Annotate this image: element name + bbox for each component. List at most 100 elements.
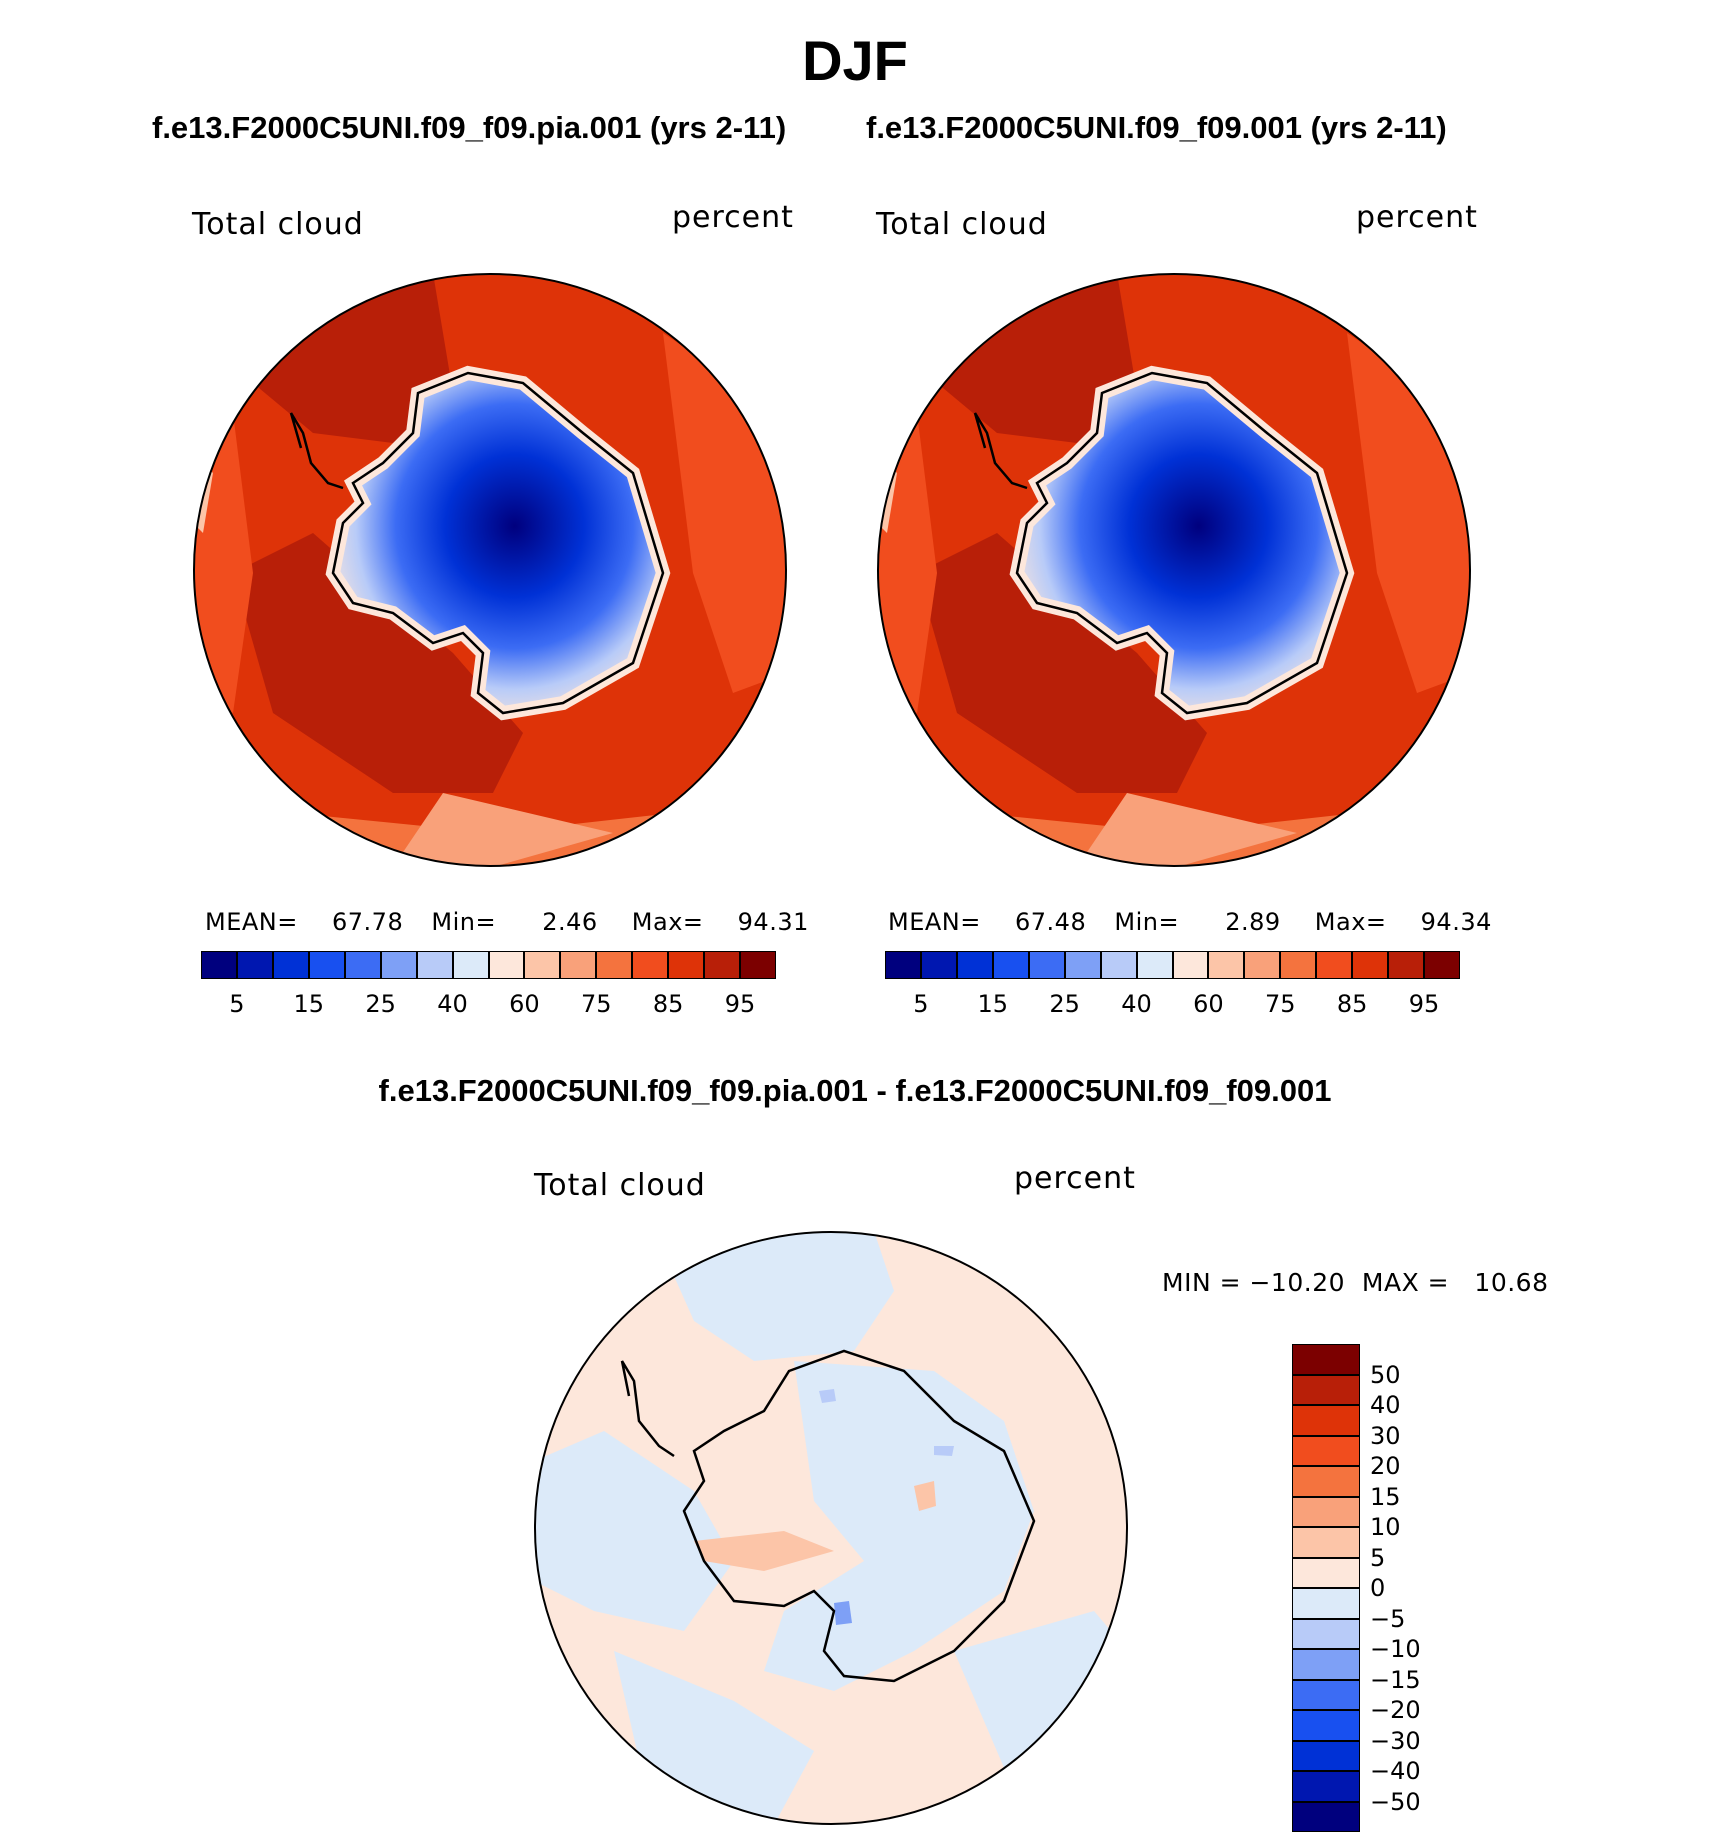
colorbar-swatch <box>1292 1374 1360 1405</box>
variable-label-diff: Total cloud <box>534 1168 706 1203</box>
stats-right: MEAN= 67.48 Min= 2.89 Max= 94.34 <box>888 908 1492 936</box>
colorbar-tick-label: −40 <box>1370 1757 1421 1785</box>
colorbar-swatch <box>380 951 417 979</box>
colorbar-tick-label: 85 <box>652 990 684 1018</box>
colorbar-tick-label: 95 <box>1408 990 1440 1018</box>
colorbar-tick-label: 60 <box>509 990 540 1018</box>
colorbar-tick-label: 10 <box>1370 1513 1401 1541</box>
colorbar-tick-label: −10 <box>1370 1635 1421 1663</box>
units-label-diff: percent <box>1014 1161 1136 1196</box>
colorbar-swatch <box>1292 1405 1360 1436</box>
colorbar-swatch <box>1292 1527 1360 1558</box>
colorbar-tick-label: 5 <box>1370 1543 1386 1572</box>
figure-title: DJF <box>802 29 908 92</box>
colorbar-swatch <box>1292 1588 1360 1619</box>
diff-min-max: MIN = −10.20 MAX = 10.68 <box>1162 1268 1549 1297</box>
mean-label: MEAN= <box>888 908 981 936</box>
colorbar-swatch <box>1292 1740 1360 1771</box>
colorbar-tick-label: 40 <box>437 990 468 1018</box>
colorbar-swatch <box>1100 951 1137 979</box>
colorbar-tick-label: 25 <box>1049 990 1080 1018</box>
colorbar-swatch <box>596 951 633 979</box>
colorbar-tick-label: 5 <box>913 990 929 1018</box>
case-name-right: f.e13.F2000C5UNI.f09_f09.001 (yrs 2-11) <box>866 110 1447 145</box>
colorbar-left <box>201 951 776 979</box>
colorbar-swatch <box>704 951 741 979</box>
colorbar-right <box>885 951 1460 979</box>
min-label: Min= <box>1114 908 1180 936</box>
case-name-left: f.e13.F2000C5UNI.f09_f09.pia.001 (yrs 2-… <box>152 110 787 145</box>
polar-map-difference <box>534 1231 1128 1825</box>
colorbar-tick-label: −20 <box>1370 1696 1421 1724</box>
colorbar-tick-label: 75 <box>1265 990 1296 1018</box>
colorbar-tick-label: 15 <box>293 990 325 1018</box>
colorbar-swatch <box>488 951 525 979</box>
colorbar-difference-ticks: 50 40 30 20 15 10 5 0 −5 −10 −15 −20 −30 −40 −50 <box>1370 1344 1450 1832</box>
max-value: 94.34 <box>1420 908 1492 936</box>
variable-label-right: Total cloud <box>876 207 1048 242</box>
colorbar-swatch <box>1172 951 1209 979</box>
colorbar-swatch <box>1292 1557 1360 1588</box>
colorbar-swatch <box>1316 951 1353 979</box>
units-label-left: percent <box>672 200 794 235</box>
colorbar-swatch <box>992 951 1029 979</box>
colorbar-swatch <box>1064 951 1101 979</box>
colorbar-tick-label: −5 <box>1370 1604 1406 1633</box>
colorbar-swatch <box>524 951 561 979</box>
colorbar-swatch <box>1292 1771 1360 1802</box>
colorbar-swatch <box>1292 1344 1360 1375</box>
colorbar-swatch <box>956 951 993 979</box>
colorbar-tick-label: 0 <box>1370 1574 1386 1602</box>
colorbar-tick-label: 50 <box>1370 1360 1401 1389</box>
colorbar-swatch <box>201 951 237 979</box>
colorbar-swatch <box>1292 1801 1360 1832</box>
colorbar-tick-label: 85 <box>1336 990 1368 1018</box>
colorbar-swatch <box>272 951 309 979</box>
colorbar-tick-label: −15 <box>1370 1665 1421 1694</box>
polar-map-right <box>877 273 1471 867</box>
colorbar-swatch <box>1028 951 1065 979</box>
colorbar-swatch <box>1292 1496 1360 1527</box>
colorbar-tick-label: −30 <box>1370 1726 1421 1755</box>
stats-left: MEAN= 67.78 Min= 2.46 Max= 94.31 <box>205 908 809 936</box>
max-value: 94.31 <box>737 908 809 936</box>
colorbar-swatch <box>1388 951 1425 979</box>
colorbar-swatch <box>1292 1435 1360 1466</box>
max-label: Max= <box>1314 908 1387 936</box>
colorbar-swatch <box>1292 1618 1360 1649</box>
units-label-right: percent <box>1356 200 1478 235</box>
colorbar-swatch <box>740 951 776 979</box>
colorbar-left-ticks: 5 15 25 40 60 75 85 95 <box>201 990 776 1020</box>
colorbar-swatch <box>1244 951 1281 979</box>
colorbar-tick-label: 40 <box>1370 1391 1401 1419</box>
mean-label: MEAN= <box>205 908 298 936</box>
colorbar-tick-label: 5 <box>229 990 245 1018</box>
difference-case-name: f.e13.F2000C5UNI.f09_f09.pia.001 - f.e13… <box>378 1073 1332 1108</box>
colorbar-tick-label: −50 <box>1370 1787 1421 1816</box>
min-value: 2.46 <box>542 908 598 936</box>
colorbar-swatch <box>668 951 705 979</box>
colorbar-swatch <box>1424 951 1460 979</box>
colorbar-swatch <box>1280 951 1317 979</box>
colorbar-swatch <box>236 951 273 979</box>
mean-value: 67.78 <box>332 908 404 936</box>
min-label: Min= <box>431 908 497 936</box>
colorbar-tick-label: 25 <box>365 990 396 1018</box>
colorbar-tick-label: 40 <box>1121 990 1152 1018</box>
colorbar-swatch <box>1292 1710 1360 1741</box>
colorbar-swatch <box>1352 951 1389 979</box>
colorbar-swatch <box>308 951 345 979</box>
max-label: Max= <box>631 908 704 936</box>
colorbar-tick-label: 15 <box>1370 1482 1401 1511</box>
colorbar-tick-label: 60 <box>1193 990 1224 1018</box>
colorbar-swatch <box>632 951 669 979</box>
colorbar-right-ticks: 5 15 25 40 60 75 85 95 <box>885 990 1460 1020</box>
colorbar-difference <box>1292 1344 1360 1832</box>
polar-map-left <box>193 273 787 867</box>
colorbar-swatch <box>1208 951 1245 979</box>
colorbar-tick-label: 95 <box>724 990 756 1018</box>
colorbar-tick-label: 15 <box>977 990 1009 1018</box>
colorbar-swatch <box>1292 1466 1360 1497</box>
colorbar-tick-label: 30 <box>1370 1421 1401 1450</box>
colorbar-swatch <box>1136 951 1173 979</box>
